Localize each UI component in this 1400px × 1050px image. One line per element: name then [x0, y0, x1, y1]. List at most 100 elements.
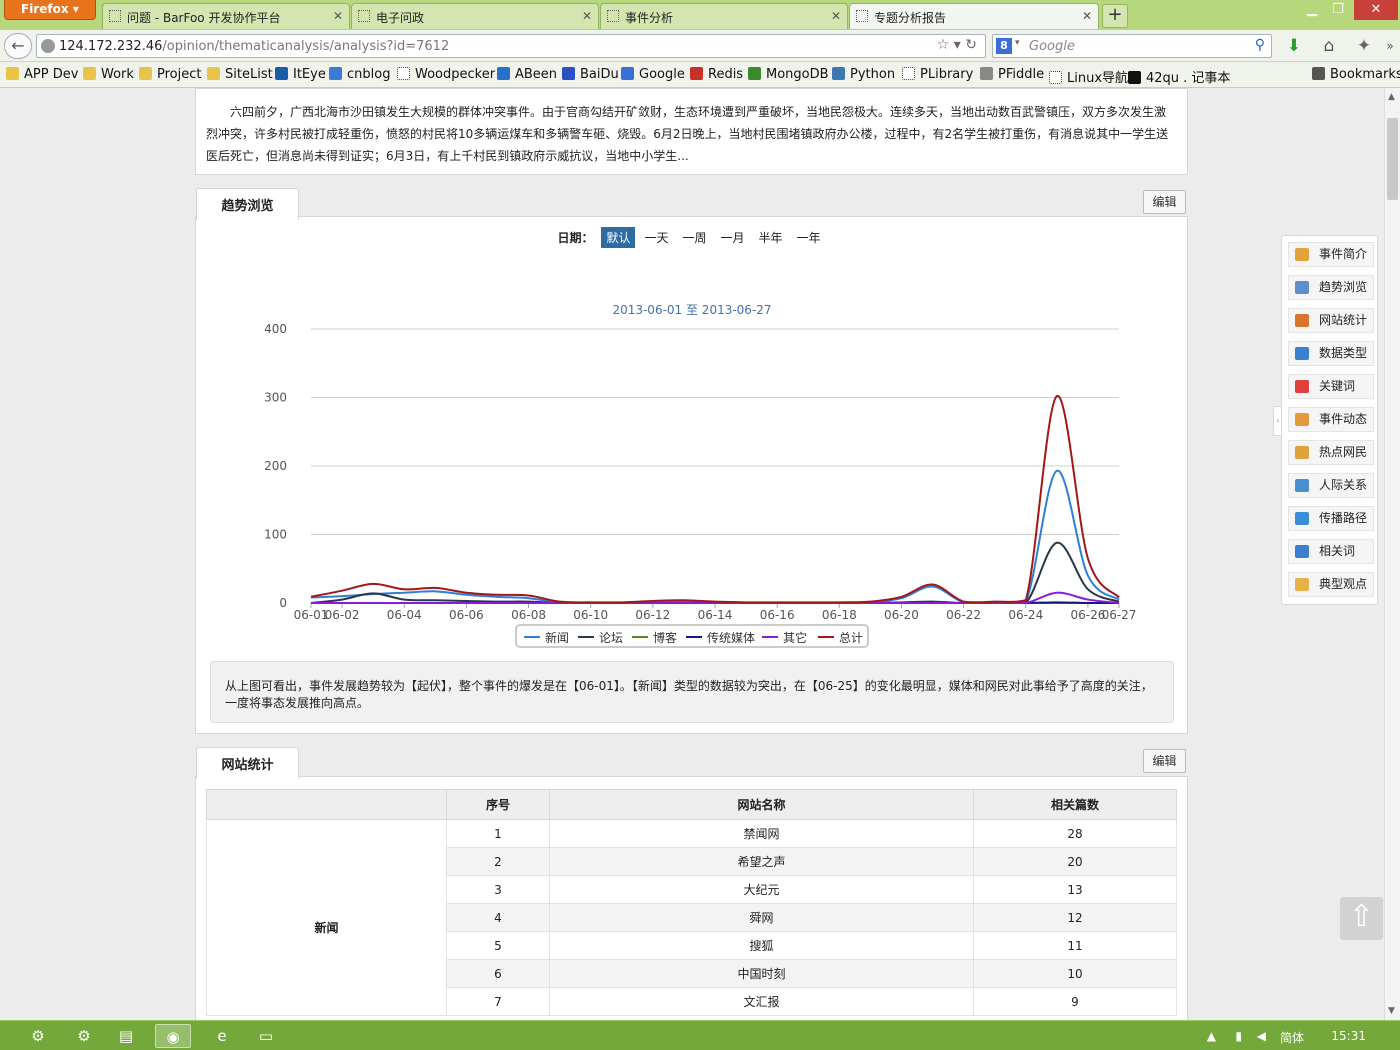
bookmark-15[interactable]: Linux导航 — [1049, 67, 1128, 86]
sidenav-item-8[interactable]: 传播路径 — [1288, 506, 1374, 531]
url-bar[interactable]: 124.172.232.46/opinion/thematicanalysis/… — [36, 34, 986, 58]
overflow-icon[interactable]: » — [1386, 39, 1394, 53]
tray-expand-icon[interactable]: ▲ — [1206, 1029, 1216, 1043]
search-icon[interactable]: ⚲ — [1254, 37, 1265, 53]
signal-icon[interactable]: ▮ — [1235, 1029, 1242, 1043]
chat-taskbar-icon[interactable]: ▭ — [258, 1027, 274, 1045]
close-icon[interactable]: ✕ — [581, 9, 592, 23]
page-scrollbar[interactable]: ▲ ▼ — [1384, 88, 1400, 1020]
date-option-2[interactable]: 一周 — [682, 231, 707, 245]
new-tab-button[interactable]: + — [1102, 4, 1128, 28]
trend-tab[interactable]: 趋势浏览 — [196, 188, 299, 220]
chart-title: 2013-06-01 至 2013-06-27 — [612, 303, 771, 317]
close-icon[interactable]: ✕ — [332, 9, 343, 23]
back-arrow-icon[interactable]: ← — [4, 33, 32, 59]
network-tool-icon[interactable]: ⚙ — [31, 1027, 45, 1045]
home-icon[interactable]: ⌂ — [1323, 36, 1335, 56]
tab-thematic-report[interactable]: 专题分析报告 ✕ — [849, 3, 1099, 29]
bookmark-10[interactable]: Redis — [690, 67, 743, 82]
sidenav-item-0[interactable]: 事件简介 — [1288, 242, 1374, 267]
clock[interactable]: 15:31 — [1331, 1029, 1366, 1043]
scrollbar-thumb[interactable] — [1387, 118, 1398, 200]
date-option-4[interactable]: 半年 — [758, 231, 783, 245]
bookmark-13[interactable]: PLibrary — [902, 67, 973, 82]
bookmark-6[interactable]: Woodpecker — [397, 67, 495, 82]
volume-icon[interactable]: ◀ — [1256, 1029, 1266, 1043]
download-icon[interactable]: ⬇ — [1286, 36, 1302, 56]
sidenav-item-6[interactable]: 热点网民 — [1288, 440, 1374, 465]
date-option-1[interactable]: 一天 — [644, 231, 669, 245]
legend-label[interactable]: 总计 — [839, 631, 863, 645]
star-icon[interactable]: ☆ — [936, 37, 950, 53]
url-text[interactable]: 124.172.232.46/opinion/thematicanalysis/… — [59, 39, 449, 54]
date-option-5[interactable]: 一年 — [796, 231, 821, 245]
legend-label[interactable]: 其它 — [783, 630, 807, 645]
bookmark-7[interactable]: ABeen — [497, 67, 557, 82]
sidenav-collapse-icon[interactable]: › — [1273, 406, 1282, 436]
sidenav-item-10[interactable]: 典型观点 — [1288, 572, 1374, 597]
taskbar: ⚙ ⚙ ▤ ◉ e ▭ ▲ ▮ ◀ 简体 15:31 — [0, 1020, 1400, 1050]
ime-language[interactable]: 简体 — [1279, 1031, 1304, 1045]
tab-e-government[interactable]: 电子问政 ✕ — [351, 3, 599, 29]
sidenav-item-2[interactable]: 网站统计 — [1288, 308, 1374, 333]
bookmark-label: Woodpecker — [415, 67, 496, 82]
date-option-0[interactable]: 默认 — [601, 227, 636, 248]
legend-label[interactable]: 博客 — [653, 630, 677, 645]
sidenav-item-5[interactable]: 事件动态 — [1288, 407, 1374, 432]
trend-edit-button[interactable]: 编辑 — [1143, 190, 1186, 214]
file-explorer-icon[interactable]: ▤ — [118, 1027, 134, 1045]
ie-taskbar-icon[interactable]: e — [217, 1027, 227, 1045]
window-close-icon[interactable]: ✕ — [1354, 0, 1398, 20]
bookmark-0[interactable]: APP Dev — [6, 67, 78, 82]
scroll-up-icon[interactable]: ▲ — [1388, 92, 1395, 102]
site-stats-tab[interactable]: 网站统计 — [196, 747, 299, 779]
bookmarks-menu[interactable]: Bookmarks — [1312, 67, 1400, 82]
maximize-icon[interactable]: ❐ — [1332, 2, 1344, 17]
bookmark-label: Linux导航 — [1067, 71, 1129, 86]
bookmark-16[interactable]: 42qu . 记事本 — [1128, 67, 1230, 86]
globe-icon — [1295, 512, 1309, 525]
bookmark-4[interactable]: ItEye — [275, 67, 326, 82]
firefox-menu-button[interactable]: Firefox ▾ — [4, 0, 96, 20]
remote-tool-icon[interactable]: ⚙ — [77, 1027, 91, 1045]
sidenav-item-9[interactable]: 相关词 — [1288, 539, 1374, 564]
sidenav-item-3[interactable]: 数据类型 — [1288, 341, 1374, 366]
bookmark-8[interactable]: BaiDu — [562, 67, 619, 82]
bookmark-label: cnblog — [347, 67, 391, 82]
reload-icon[interactable]: ↻ — [965, 37, 977, 53]
bookmarks-toolbar: APP Dev Work Project SiteList ItEye cnblog Woo… — [0, 62, 1400, 88]
legend-label[interactable]: 传统媒体 — [707, 630, 755, 645]
dropdown-arrow-icon[interactable]: ▾ — [953, 37, 961, 53]
search-bar[interactable]: 8 ▾ Google ⚲ — [992, 34, 1272, 58]
sidenav-item-4[interactable]: 关键词 — [1288, 374, 1374, 399]
minimize-icon[interactable]: ▁ — [1307, 2, 1317, 17]
legend-label[interactable]: 新闻 — [545, 630, 569, 645]
back-to-top-icon[interactable]: ⇧ — [1340, 897, 1383, 940]
bookmark-3[interactable]: SiteList — [207, 67, 273, 82]
close-icon[interactable]: ✕ — [830, 9, 841, 23]
addon-icon[interactable]: ✦ — [1356, 36, 1372, 56]
bookmark-2[interactable]: Project — [139, 67, 201, 82]
bookmark-12[interactable]: Python — [832, 67, 895, 82]
bookmark-14[interactable]: PFiddle — [980, 67, 1044, 82]
event-summary-panel: 六四前夕，广西北海市沙田镇发生大规模的群体冲突事件。由于官商勾结开矿敛财，生态环… — [195, 88, 1188, 175]
bookmark-5[interactable]: cnblog — [329, 67, 390, 82]
bookmark-11[interactable]: MongoDB — [748, 67, 829, 82]
legend-label[interactable]: 论坛 — [599, 631, 623, 645]
sidenav-item-7[interactable]: 人际关系 — [1288, 473, 1374, 498]
scroll-down-icon[interactable]: ▼ — [1388, 1006, 1395, 1016]
site-stats-edit-button[interactable]: 编辑 — [1143, 749, 1186, 773]
date-option-3[interactable]: 一月 — [720, 231, 745, 245]
bookmark-1[interactable]: Work — [83, 67, 134, 82]
tab-event-analysis[interactable]: 事件分析 ✕ — [600, 3, 848, 29]
url-path: /opinion/thematicanalysis/analysis?id=76… — [162, 39, 450, 54]
google-icon[interactable]: 8 — [996, 38, 1012, 54]
firefox-taskbar-icon[interactable]: ◉ — [155, 1024, 191, 1048]
close-icon[interactable]: ✕ — [1081, 9, 1092, 23]
page-viewport: 六四前夕，广西北海市沙田镇发生大规模的群体冲突事件。由于官商勾结开矿敛财，生态环… — [0, 88, 1384, 1020]
engine-dropdown-icon[interactable]: ▾ — [1015, 38, 1020, 48]
bookmark-label: PLibrary — [920, 67, 974, 82]
tab-barfoo[interactable]: 问题 - BarFoo 开发协作平台 ✕ — [102, 3, 350, 29]
bookmark-9[interactable]: Google — [621, 67, 685, 82]
sidenav-item-1[interactable]: 趋势浏览 — [1288, 275, 1374, 300]
